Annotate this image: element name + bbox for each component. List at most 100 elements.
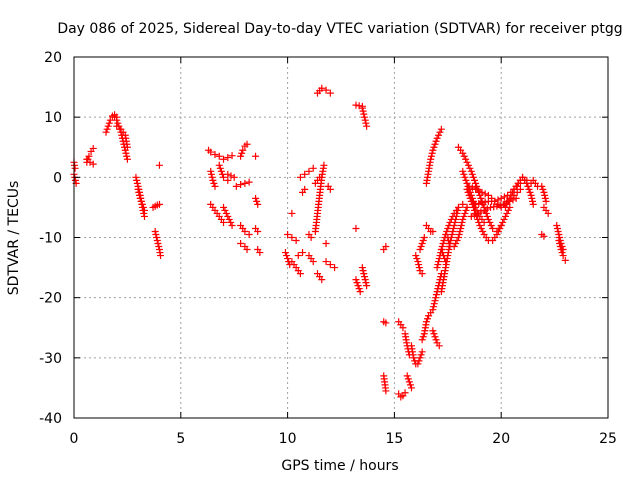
data-point — [216, 164, 224, 172]
data-point — [504, 197, 512, 205]
data-point — [429, 227, 437, 235]
data-point — [220, 218, 228, 226]
data-point — [428, 149, 436, 157]
data-point — [459, 167, 467, 175]
data-point — [453, 237, 461, 245]
data-point — [491, 197, 499, 205]
data-point — [363, 122, 371, 130]
data-point — [540, 188, 548, 196]
data-point — [479, 227, 487, 235]
data-point — [417, 243, 425, 251]
data-point — [362, 279, 370, 287]
data-point — [243, 246, 251, 254]
data-point — [406, 381, 414, 389]
data-point — [253, 197, 261, 205]
data-point — [419, 333, 427, 341]
data-point — [461, 173, 469, 181]
data-point — [475, 187, 483, 195]
data-point — [484, 215, 492, 223]
data-point — [453, 209, 461, 217]
data-point — [559, 252, 567, 260]
data-point — [123, 152, 131, 160]
x-tick-label: 20 — [492, 431, 510, 447]
data-point — [456, 227, 464, 235]
data-point — [462, 176, 470, 184]
data-point — [544, 209, 552, 217]
data-point — [359, 107, 367, 115]
data-point — [137, 197, 145, 205]
data-point — [237, 240, 245, 248]
data-point — [461, 209, 469, 217]
data-point — [363, 282, 371, 290]
data-point — [228, 221, 236, 229]
data-point — [452, 215, 460, 223]
data-point — [238, 149, 246, 157]
data-point — [220, 173, 228, 181]
data-point — [557, 246, 565, 254]
data-point — [455, 230, 463, 238]
data-point — [296, 270, 304, 278]
data-point — [457, 224, 465, 232]
data-point — [224, 153, 232, 161]
grid-lines — [74, 57, 608, 418]
data-point — [445, 237, 453, 245]
data-point — [489, 224, 497, 232]
data-point — [503, 200, 511, 208]
data-point — [352, 101, 360, 109]
data-point — [284, 230, 292, 238]
data-point — [209, 176, 217, 184]
axis-ticks: 0 5 10 15 20 25 -40 -30 -20 -10 0 10 20 — [39, 50, 617, 447]
data-point — [283, 252, 291, 260]
data-point — [556, 243, 564, 251]
data-point — [497, 221, 505, 229]
data-point — [477, 194, 485, 202]
data-point — [556, 234, 564, 241]
data-point — [427, 152, 435, 160]
data-point — [361, 116, 369, 124]
data-point — [553, 224, 561, 232]
data-point — [292, 237, 300, 245]
data-point — [152, 230, 160, 238]
data-point — [413, 255, 421, 263]
data-point — [424, 315, 432, 323]
data-point — [555, 237, 563, 245]
data-point — [516, 185, 524, 193]
data-point — [474, 209, 482, 217]
data-point — [450, 221, 458, 229]
data-point — [542, 197, 550, 205]
data-point — [418, 348, 426, 356]
data-point — [245, 178, 253, 186]
data-point — [435, 131, 443, 139]
data-point — [154, 240, 162, 248]
y-tick-label: 10 — [44, 110, 62, 126]
data-point — [553, 221, 561, 229]
data-point — [401, 389, 409, 397]
data-point — [506, 194, 514, 202]
data-point — [462, 206, 470, 214]
data-point — [519, 173, 527, 181]
data-point — [89, 144, 97, 152]
data-point — [478, 188, 486, 196]
data-point — [382, 243, 390, 251]
data-point — [432, 336, 440, 344]
data-point — [481, 190, 489, 198]
data-point — [416, 246, 424, 254]
data-point — [360, 270, 368, 278]
data-point — [467, 167, 475, 175]
data-point — [301, 185, 309, 193]
x-tick-label: 5 — [176, 431, 185, 447]
y-tick-label: -20 — [39, 291, 62, 307]
data-point — [468, 184, 476, 192]
data-point — [237, 181, 245, 189]
data-point — [114, 119, 122, 127]
data-point — [356, 288, 364, 296]
data-point — [294, 252, 302, 260]
data-point — [208, 173, 216, 181]
data-point — [464, 161, 472, 169]
data-point — [104, 122, 112, 130]
data-point — [460, 170, 468, 178]
data-point — [441, 255, 449, 263]
data-point — [494, 196, 502, 204]
data-point — [439, 240, 447, 248]
